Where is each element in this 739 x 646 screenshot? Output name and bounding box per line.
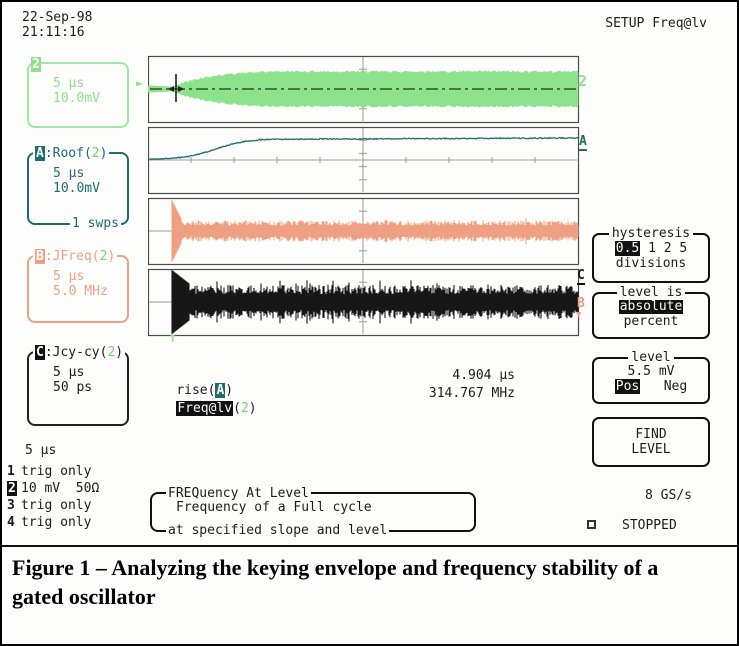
- measure-description-title: FREQuency At Level: [166, 486, 311, 501]
- hysteresis-selected[interactable]: 0.5: [614, 241, 641, 256]
- trigger-row-4: 4 trig only: [7, 515, 92, 530]
- traceB-timebase: 5 µs: [53, 269, 85, 284]
- traceB-down-arrow-icon: ▼: [576, 310, 582, 320]
- trigger-level-arrow-icon: ►: [136, 76, 144, 90]
- freq-source-badge: 2: [240, 401, 249, 416]
- hysteresis-options[interactable]: 0.5 1 2 5: [614, 241, 688, 256]
- traceA-volts: 10.0mV: [53, 181, 100, 196]
- channel2-badge: 2: [7, 481, 17, 496]
- traceA-label: A:Roof(2): [33, 146, 110, 161]
- freq-name-badge: Freq@lv: [176, 401, 234, 416]
- freq-value: 314.767 MHz: [428, 386, 515, 401]
- traceB-tab: B: [35, 249, 45, 264]
- traceC-descriptor[interactable]: C:Jcy-cy(2) 5 µs 50 ps: [27, 345, 129, 426]
- channel2-timebase: 5 µs: [53, 76, 85, 91]
- level-neg-option[interactable]: Neg: [663, 379, 688, 394]
- traceA-sweeps: 1 swps: [70, 216, 121, 231]
- measure-description-footer: at specified slope and level: [166, 523, 390, 538]
- traceB-freq: 5.0 MHz: [53, 284, 108, 299]
- trigger-row-1: 1 trig only: [7, 464, 92, 479]
- channel2-tab: 2: [31, 57, 41, 72]
- date-label: 22-Sep-98: [22, 10, 93, 25]
- trigger-row-3: 3 trig only: [7, 498, 92, 513]
- channel2-descriptor[interactable]: 2 5 µs 10.0mV: [27, 57, 129, 128]
- traceA-descriptor[interactable]: A:Roof(2) 5 µs 10.0mV 1 swps: [27, 146, 129, 231]
- measure-description-body: Frequency of a Full cycle: [176, 500, 372, 515]
- traceC-label: C:Jcy-cy(2): [33, 345, 126, 360]
- acquisition-state-label: STOPPED: [622, 518, 677, 533]
- freq-measurement: Freq@lv(2) 314.767 MHz: [176, 386, 515, 416]
- channel4-badge: 4: [7, 515, 15, 530]
- hysteresis-menu[interactable]: hysteresis 0.5 1 2 5 divisions: [592, 226, 710, 283]
- channel2-volts: 10.0mV: [53, 91, 100, 106]
- caption-divider: [0, 545, 739, 547]
- level-pos-option[interactable]: Pos: [614, 379, 641, 394]
- measure-description-box: FREQuency At Level Frequency of a Full c…: [150, 486, 476, 538]
- trace2-marker: 2: [578, 72, 588, 90]
- level-is-absolute-option[interactable]: absolute: [618, 299, 684, 314]
- stopped-indicator-icon: [587, 520, 596, 529]
- traceB-label: B:JFreq(2): [33, 249, 118, 264]
- level-title: level: [594, 350, 708, 365]
- trigger-time-arrow-icon: ↑: [168, 328, 178, 346]
- level-is-title: level is: [594, 285, 708, 300]
- hysteresis-unit: divisions: [615, 256, 687, 271]
- traceC-timebase: 5 µs: [53, 365, 85, 380]
- setup-title: SETUP Freq@lv: [605, 16, 707, 31]
- level-is-menu[interactable]: level is absolute percent: [592, 285, 710, 339]
- channel1-badge: 1: [7, 464, 15, 479]
- traceC-tab: C: [35, 345, 45, 360]
- waveform-graticule: [148, 55, 580, 337]
- rise-source-badge: A: [215, 383, 226, 398]
- traceB-descriptor[interactable]: B:JFreq(2) 5 µs 5.0 MHz: [27, 249, 129, 323]
- level-value[interactable]: 5.5 mV: [627, 364, 675, 379]
- channel3-badge: 3: [7, 498, 15, 513]
- hysteresis-title: hysteresis: [594, 226, 708, 241]
- trigger-row-2: 2 10 mV 50Ω: [7, 481, 100, 496]
- traceC-marker: C: [577, 268, 585, 285]
- find-level-button[interactable]: FIND LEVEL: [592, 417, 710, 467]
- traceB-marker: B: [577, 296, 585, 311]
- sample-rate-label: 8 GS/s: [645, 488, 692, 503]
- traceA-timebase: 5 µs: [53, 166, 85, 181]
- level-menu[interactable]: level 5.5 mV Pos Neg: [592, 350, 710, 404]
- level-is-percent-option[interactable]: percent: [623, 314, 679, 329]
- time-label: 21:11:16: [22, 25, 85, 40]
- traceA-tab: A: [35, 146, 45, 161]
- figure-caption: Figure 1 – Analyzing the keying envelope…: [12, 555, 659, 609]
- rise-value: 4.904 µs: [452, 368, 515, 383]
- traceA-marker: A: [579, 134, 587, 151]
- traceC-jitter: 50 ps: [53, 380, 93, 395]
- timebase-label: 5 µs: [25, 443, 57, 458]
- rise-measurement: rise(A) 4.904 µs: [176, 368, 515, 398]
